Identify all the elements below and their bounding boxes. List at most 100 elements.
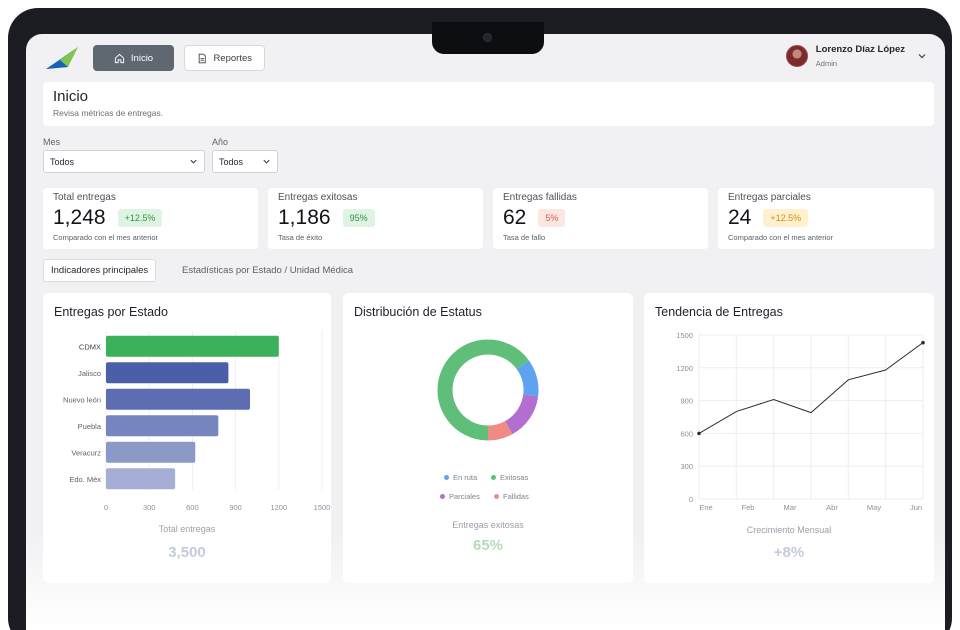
user-name: Lorenzo Díaz López [815,44,905,55]
donut-slice [437,339,529,441]
kpi-badge: 95% [342,209,375,227]
x-tick-label: Jun [910,503,922,512]
kpi-badge: +12.5% [763,209,809,227]
line-footer-value: +8% [773,544,805,561]
kpi-title: Entregas fallidas [503,192,577,203]
camera-notch [432,22,544,54]
donut-footer-label: Entregas exitosas [452,520,524,530]
x-tick-label: Mar [784,503,797,512]
nav-reports-button[interactable]: Reportes [184,45,265,71]
kpi-value: 1,186 [278,206,331,229]
kpi-note: Tasa de fallo [503,233,546,242]
y-tick-label: Puebla [78,422,102,431]
kpi-note: Comparado con el mes anterior [728,233,834,242]
chevron-down-icon[interactable] [917,51,927,61]
x-tick-label: 900 [229,503,242,512]
donut-chart [437,339,539,441]
bar [106,415,219,437]
nav-home-label: Inicio [130,52,154,64]
legend-label: Exitosas [500,473,529,482]
nav-reports-label: Reportes [213,52,252,64]
year-filter-label: Año [212,137,229,147]
year-select-value: Todos [219,156,244,167]
page-header: Inicio Revisa métricas de entregas. [43,82,934,126]
kpi-note: Tasa de éxito [278,233,323,242]
legend-label: Parciales [449,492,480,501]
legend-swatch [494,494,499,499]
y-tick-label: 600 [680,429,693,438]
bar-chart: 0 300 600 900 1200 1500 CDMX Jalisco Nuevo león P… [63,331,331,512]
legend-item: Fallidas [494,492,529,501]
line-chart-title: Tendencia de Entregas [655,305,783,319]
bar [106,362,229,384]
kpi-note: Comparado con el mes anterior [53,233,159,242]
tab-state-statistics[interactable]: Estadísticas por Estado / Unidad Médica [182,265,354,276]
legend-swatch [440,494,445,499]
x-tick-label: 1200 [270,503,287,512]
x-tick-label: 300 [143,503,156,512]
x-tick-label: May [867,503,881,512]
kpi-title: Entregas parciales [728,192,811,203]
donut-footer-value: 65% [472,537,504,554]
page-subtitle: Revisa métricas de entregas. [53,108,164,118]
donut-chart-card: Distribución de Estatus En ruta Exitosas… [343,293,633,583]
device-frame: Inicio Reportes Lorenzo Díaz López Admin… [8,8,952,630]
data-point [697,431,701,436]
bar [106,335,279,357]
home-icon [114,53,124,63]
camera-icon [483,33,492,42]
line-chart: 0 300 600 900 1200 1500 Ene Feb Mar Abr May Jun [676,331,925,512]
kpi-badge: 5% [538,209,566,227]
month-filter-label: Mes [43,137,61,147]
legend-item: Parciales [440,492,480,501]
donut-slice [516,360,539,397]
y-tick-label: 1500 [676,331,693,340]
kpi-value: 62 [503,206,527,229]
app-logo[interactable] [46,47,78,69]
y-tick-label: 900 [680,397,693,406]
user-role: Admin [815,59,838,68]
legend-swatch [444,475,449,480]
legend-label: Fallidas [503,492,529,501]
bar-footer-value: 3,500 [168,544,206,561]
legend-item: Exitosas [491,473,528,482]
line-footer-label: Crecimiento Mensual [746,525,832,535]
avatar [785,45,808,67]
legend-swatch [491,475,496,480]
chevron-down-icon [263,159,270,164]
page-title: Inicio [53,88,89,105]
trend-line [698,342,924,434]
user-menu[interactable]: Lorenzo Díaz López Admin [785,44,927,68]
y-tick-label: 0 [689,495,693,504]
bar [106,441,196,463]
document-icon [198,53,206,63]
tab-main-indicators[interactable]: Indicadores principales [43,259,157,282]
bar [106,468,176,490]
legend-item: En ruta [444,473,477,482]
y-tick-label: Veracurz [71,448,101,457]
y-tick-label: 1200 [676,364,693,373]
donut-slice [504,394,539,435]
month-select[interactable]: Todos [43,150,205,173]
kpi-total-card: Total entregas 1,248 +12.5% Comparado co… [43,188,258,249]
donut-slice [487,420,513,441]
x-tick-label: Abr [826,503,838,512]
app-screen: Inicio Reportes Lorenzo Díaz López Admin… [26,34,945,630]
legend-label: En ruta [453,473,478,482]
nav-home-button[interactable]: Inicio [93,45,174,71]
kpi-badge: +12.5% [117,209,163,227]
y-tick-label: Edo. Méx [69,475,101,484]
line-chart-card: Tendencia de Entregas 0 300 600 900 1200 1500… [644,293,934,583]
x-tick-label: 1500 [314,503,331,512]
kpi-failed-card: Entregas fallidas 62 5% Tasa de fallo [493,188,708,249]
kpi-partial-card: Entregas parciales 24 +12.5% Comparado c… [718,188,934,249]
bar-chart-title: Entregas por Estado [54,305,168,319]
month-select-value: Todos [50,156,75,167]
top-bar: Inicio Reportes Lorenzo Díaz López Admin [26,34,945,82]
kpi-value: 1,248 [53,206,106,229]
bar-chart-card: Entregas por Estado 0 300 600 900 1200 1500 CD… [43,293,331,583]
x-tick-label: Feb [742,503,755,512]
kpi-success-card: Entregas exitosas 1,186 95% Tasa de éxit… [268,188,483,249]
x-tick-label: 600 [186,503,199,512]
year-select[interactable]: Todos [212,150,278,173]
